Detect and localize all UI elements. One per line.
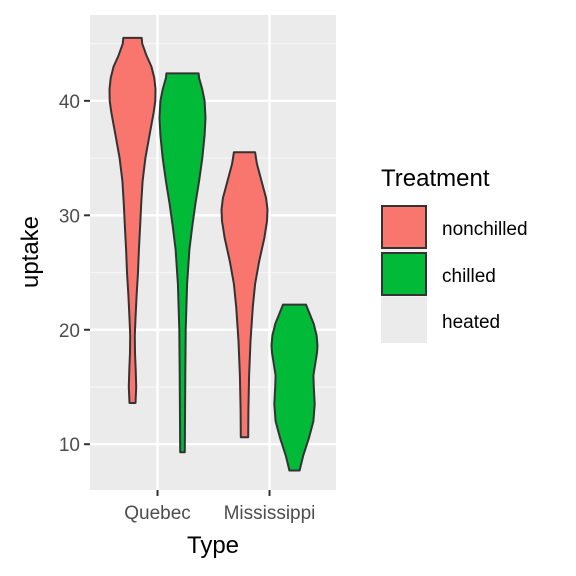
legend-label-chilled: chilled — [442, 266, 496, 287]
legend-key-nonchilled — [381, 205, 427, 251]
legend: Treatment nonchilled chilled heated — [381, 165, 528, 343]
y-tick-label-30: 30 — [59, 206, 80, 227]
x-tick-label-mississippi: Mississippi — [224, 503, 316, 524]
legend-swatch-heated — [381, 297, 427, 343]
y-tick-label-40: 40 — [59, 92, 80, 113]
violin-mississippi-nonchilled — [220, 151, 269, 439]
violin-quebec-nonchilled — [108, 36, 157, 404]
violin-mississippi-chilled — [270, 303, 319, 472]
legend-swatch-nonchilled — [381, 205, 427, 249]
y-axis-title: uptake — [17, 216, 44, 288]
legend-label-nonchilled: nonchilled — [442, 219, 528, 240]
legend-swatch-chilled — [381, 252, 427, 296]
x-axis-title: Type — [187, 532, 239, 559]
legend-title: Treatment — [381, 165, 490, 192]
y-tick-label-20: 20 — [59, 321, 80, 342]
violins — [108, 36, 319, 472]
y-axis: 10 20 30 40 — [59, 92, 90, 456]
violin-quebec-chilled — [158, 72, 207, 454]
legend-label-heated: heated — [442, 312, 500, 333]
x-tick-label-quebec: Quebec — [124, 503, 191, 524]
y-tick-label-10: 10 — [59, 435, 80, 456]
legend-key-chilled — [381, 251, 427, 297]
x-axis: Quebec Mississippi — [124, 490, 315, 524]
